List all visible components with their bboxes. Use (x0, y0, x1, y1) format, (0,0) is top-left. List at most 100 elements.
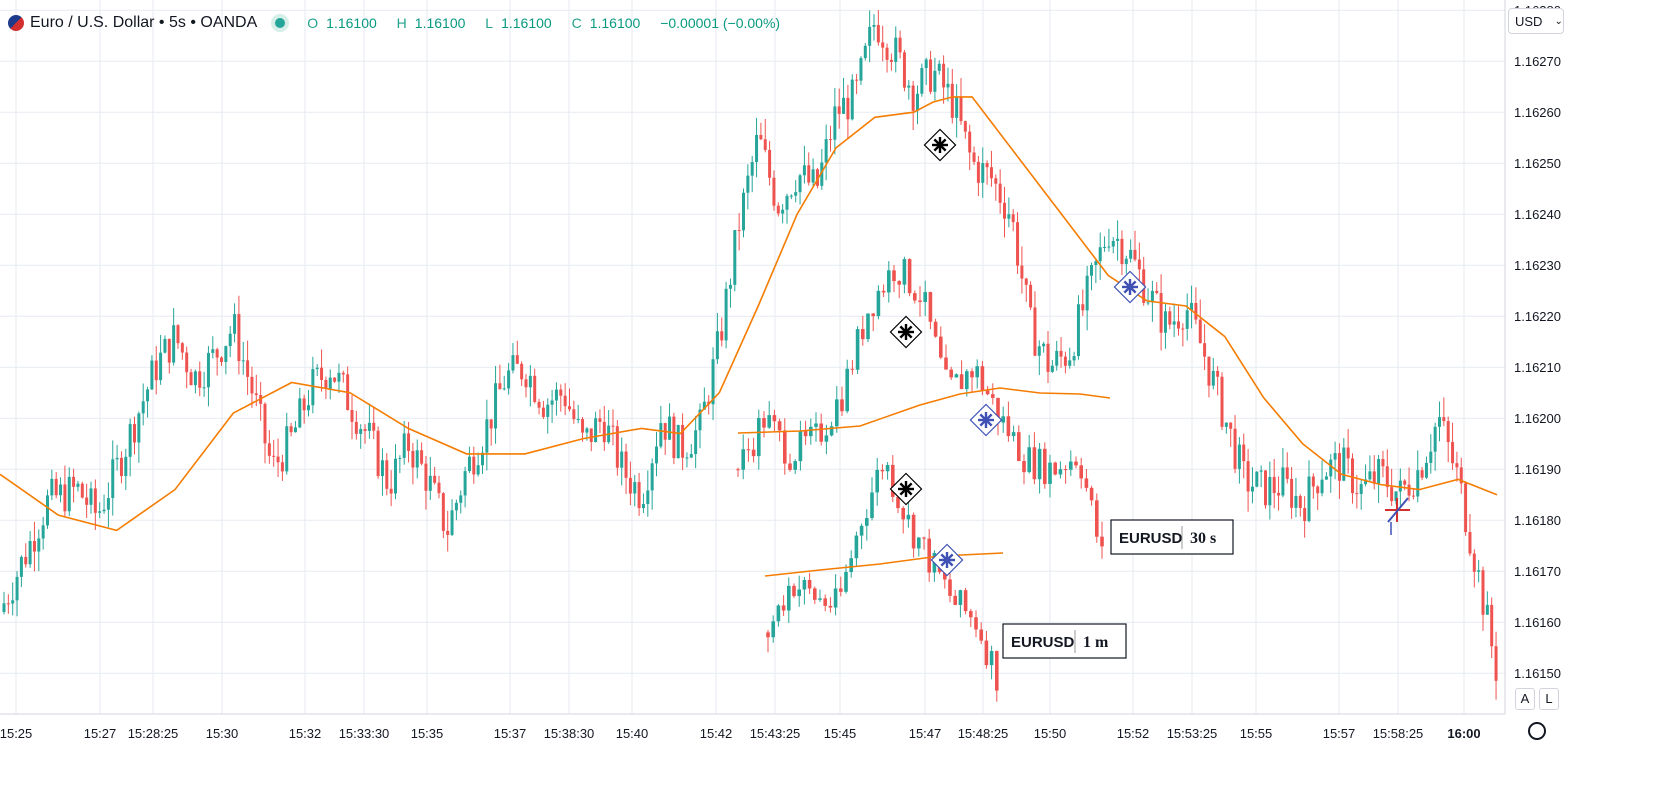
candle-body (1085, 275, 1089, 311)
candle-body (924, 59, 928, 69)
inset-candle-body (933, 321, 938, 337)
market-status-dot (275, 18, 286, 28)
candle-body (1146, 302, 1150, 304)
settings-gear-icon[interactable] (1528, 722, 1546, 740)
candle-body (742, 192, 745, 231)
candle-body (1294, 495, 1298, 508)
inset-candle-body (823, 598, 827, 606)
candle-body (1446, 421, 1450, 443)
high-value: 1.16100 (414, 15, 466, 31)
candle-body (141, 401, 145, 414)
candle-body (576, 419, 580, 421)
candle-body (1272, 476, 1276, 493)
inset-candle-body (959, 374, 964, 390)
inset-30s-timeframe: 30 s (1190, 530, 1216, 547)
price-axis-bg (1505, 0, 1672, 795)
candle-body (76, 483, 80, 487)
inset-candle-body (1063, 469, 1068, 471)
inset-candle-body (1058, 469, 1063, 475)
time-tick-label: 15:58:25 (1373, 726, 1424, 741)
symbol-title[interactable]: Euro / U.S. Dollar • 5s • OANDA (30, 14, 258, 31)
change-value: −0.00001 (−0.00%) (660, 15, 781, 31)
candle-body (1016, 222, 1020, 266)
candle-body (502, 388, 506, 390)
candle-body (437, 482, 441, 494)
currency-flag-icon (8, 15, 24, 31)
candle-body (1268, 476, 1272, 506)
candle-body (620, 451, 624, 468)
candle-body (950, 83, 954, 118)
candle-body (829, 139, 832, 141)
candle-body (272, 455, 276, 457)
time-tick-label: 15:27 (84, 726, 117, 741)
inset-candle-body (802, 580, 807, 590)
price-tick-label: 1.16200 (1514, 411, 1561, 426)
inset-candle-body (829, 426, 834, 436)
candle-body (863, 45, 867, 59)
candle-body (1029, 284, 1033, 308)
candle-body (550, 400, 554, 405)
candle-body (920, 68, 924, 94)
price-tick-label: 1.16270 (1514, 54, 1561, 69)
inset-candle-body (861, 329, 865, 340)
currency-button[interactable]: USD ⌄ (1508, 8, 1564, 34)
candle-body (998, 183, 1002, 203)
candle-body (459, 495, 463, 503)
close-label: C (571, 15, 582, 31)
inset-candle-body (792, 585, 796, 597)
candle-body (407, 433, 411, 451)
candle-body (85, 497, 89, 505)
candle-body (1464, 483, 1468, 533)
price-tick-label: 1.16240 (1514, 207, 1561, 222)
candle-body (768, 149, 772, 178)
candle-body (481, 452, 484, 466)
candle-body (589, 428, 593, 443)
candle-body (1377, 459, 1381, 484)
inset-candle-body (913, 293, 917, 301)
candle-body (885, 47, 889, 60)
log-scale-button[interactable]: L (1539, 688, 1559, 710)
price-tick-label: 1.16220 (1514, 309, 1561, 324)
price-axis[interactable]: 1.16150 1.16160 1.16170 1.16180 1.16190 1.162… (1504, 0, 1672, 795)
auto-scale-button[interactable]: A (1515, 688, 1535, 710)
candle-body (320, 367, 324, 380)
candle-body (1429, 451, 1433, 463)
inset-candle-body (1017, 432, 1021, 462)
time-tick-label: 15:42 (700, 726, 733, 741)
inset-candle-body (1074, 461, 1078, 466)
candle-body (72, 476, 76, 487)
inset-candle-body (891, 464, 895, 497)
time-axis[interactable]: 15:25 15:27 15:28:25 15:30 15:32 15:33:30 15:3… (0, 713, 1505, 741)
inset-candle-body (813, 588, 817, 600)
candle-body (341, 372, 345, 375)
candle-body (763, 139, 767, 150)
candle-body (785, 195, 789, 210)
candle-body (1246, 461, 1250, 492)
inset-candle-body (793, 461, 797, 470)
candle-body (89, 488, 93, 505)
candle-body (280, 462, 284, 472)
candle-body (1103, 247, 1107, 249)
time-tick-label: 15:43:25 (750, 726, 801, 741)
candle-body (93, 488, 97, 513)
candle-body (659, 423, 663, 447)
inset-candle-body (887, 270, 891, 293)
candle-body (1316, 486, 1320, 494)
candle-body (650, 463, 654, 491)
time-tick-label: 15:30 (206, 726, 239, 741)
candle-body (307, 405, 310, 411)
candle-body (50, 478, 54, 496)
candle-body (594, 418, 598, 443)
ma-line (0, 96, 1498, 532)
candle-body (1403, 480, 1407, 485)
candle-body (737, 230, 741, 232)
candle-body (611, 425, 615, 427)
candle-body (154, 360, 158, 381)
candle-body (815, 169, 819, 186)
candle-body (681, 424, 685, 458)
candle-body (476, 465, 480, 475)
inset-candle-body (783, 430, 787, 464)
candle-body (554, 389, 558, 401)
inset-candle-body (781, 605, 786, 611)
